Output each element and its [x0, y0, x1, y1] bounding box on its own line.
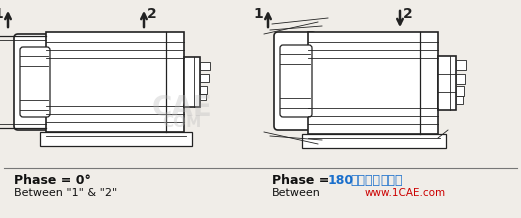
FancyBboxPatch shape	[280, 45, 312, 117]
Text: Phase = 0°: Phase = 0°	[14, 174, 91, 187]
FancyBboxPatch shape	[14, 34, 54, 130]
Text: 1: 1	[0, 7, 3, 21]
Bar	[456, 60, 466, 70]
Text: COM: COM	[163, 114, 202, 129]
Bar	[456, 74, 465, 84]
Bar	[302, 134, 446, 148]
Text: Between: Between	[272, 188, 321, 198]
Bar	[456, 96, 463, 104]
Bar	[40, 132, 192, 146]
Bar	[200, 62, 210, 70]
Bar	[200, 86, 207, 94]
Text: 信真在线: 信真在线	[350, 174, 380, 187]
Text: 1: 1	[253, 7, 263, 21]
Bar	[200, 94, 205, 100]
Text: 2: 2	[147, 7, 157, 21]
Bar	[308, 32, 438, 134]
Bar	[438, 56, 456, 110]
Text: Phase =: Phase =	[272, 174, 334, 187]
Bar	[456, 86, 464, 96]
FancyBboxPatch shape	[20, 47, 50, 117]
Text: www.1CAE.com: www.1CAE.com	[365, 188, 446, 198]
Text: CAE: CAE	[152, 94, 213, 122]
FancyBboxPatch shape	[274, 32, 316, 130]
Bar	[184, 57, 200, 107]
Text: 真在线: 真在线	[380, 174, 403, 187]
Bar	[46, 32, 184, 132]
Bar	[200, 74, 208, 82]
Text: 180: 180	[328, 174, 354, 187]
Text: 2: 2	[403, 7, 413, 21]
Text: Between "1" & "2": Between "1" & "2"	[14, 188, 117, 198]
